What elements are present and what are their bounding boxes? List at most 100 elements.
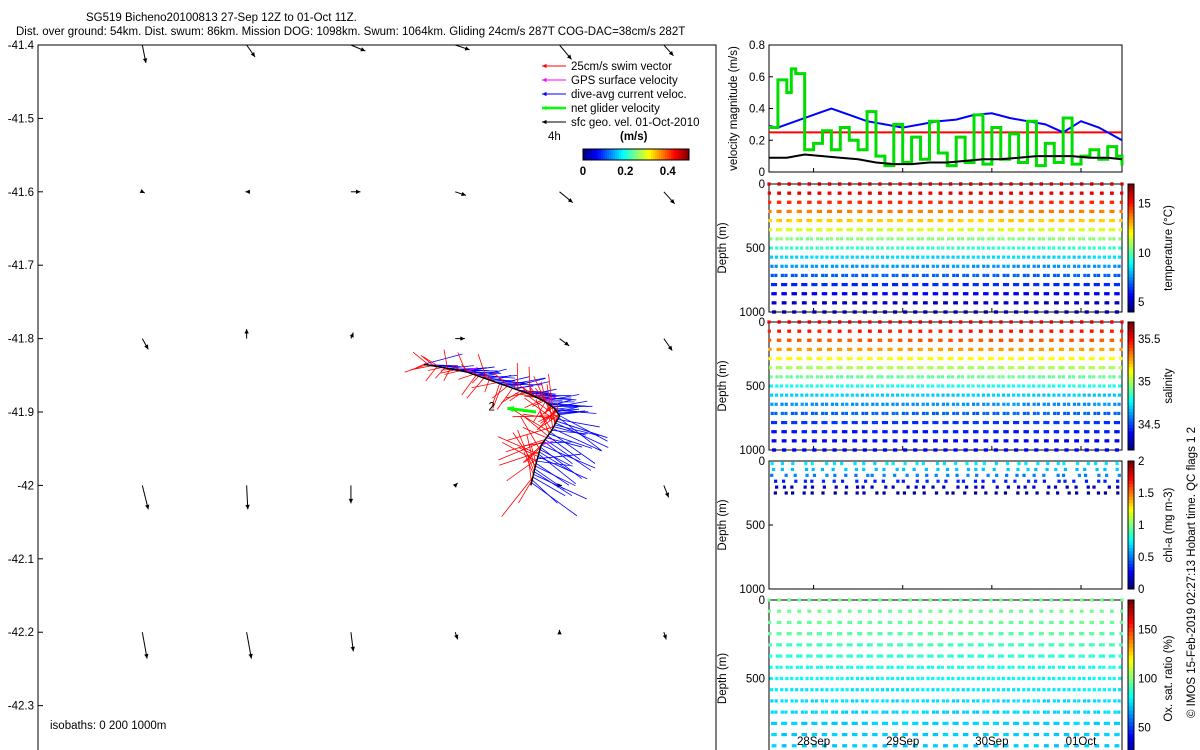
section-point (1082, 665, 1086, 669)
section-point (1004, 448, 1009, 452)
section-point (865, 246, 870, 250)
section-point (845, 246, 850, 250)
section-point (1107, 393, 1111, 397)
section-point (1051, 356, 1055, 361)
colorbar-segment (663, 149, 666, 160)
section-point (769, 665, 773, 669)
section-colorbar-segment (1128, 357, 1134, 361)
section-point (775, 366, 780, 370)
section-point (1111, 356, 1115, 361)
section-point (966, 699, 970, 703)
section-point (1086, 721, 1090, 725)
section-point (1021, 228, 1025, 232)
swim-vector (548, 374, 556, 425)
section-point (1100, 320, 1104, 324)
section-point (1013, 292, 1017, 296)
section-point (909, 200, 913, 204)
section-point (931, 485, 935, 489)
section-point (993, 439, 997, 443)
section-point (972, 420, 976, 425)
section-point (995, 439, 999, 443)
section-point (850, 676, 854, 681)
section-point (905, 264, 909, 268)
section-colorbar-segment (1128, 328, 1134, 333)
section-point (945, 491, 949, 495)
section-point (1116, 721, 1121, 725)
section-colorbar-segment (1128, 502, 1134, 507)
section-point (1052, 393, 1056, 397)
section-point (1018, 218, 1022, 223)
section-point (1048, 654, 1052, 658)
section-point (831, 282, 835, 287)
section-point (1047, 676, 1051, 681)
section-point (890, 654, 894, 658)
section-point (809, 665, 813, 669)
section-point (900, 237, 904, 241)
section-point (1048, 643, 1052, 647)
section-point (972, 282, 976, 287)
section-point (833, 439, 837, 443)
section-y-axis-label: Depth (m) (717, 499, 729, 550)
section-point (1094, 292, 1098, 296)
section-point (806, 228, 810, 232)
dive-avg-current-vector (536, 460, 573, 467)
section-point (965, 273, 970, 278)
section-point (790, 393, 794, 397)
section-point (1075, 301, 1080, 305)
swim-vector (440, 369, 456, 374)
section-point (942, 461, 946, 466)
section-point (904, 301, 908, 305)
section-point (834, 721, 838, 725)
section-point (846, 654, 850, 658)
section-point (846, 228, 850, 232)
section-point (1015, 439, 1019, 443)
section-point (780, 393, 784, 397)
section-point (1022, 402, 1026, 406)
colorbar-unit-label: (m/s) (620, 131, 648, 143)
section-point (924, 301, 928, 305)
section-point (912, 744, 917, 748)
section-point (1072, 676, 1076, 681)
swim-vector (493, 372, 511, 388)
section-point (1062, 688, 1066, 692)
swim-vector (533, 401, 546, 423)
section-point (1103, 699, 1107, 703)
section-point (980, 356, 984, 361)
geo-velocity-arrow-head (566, 54, 572, 60)
section-point (844, 292, 848, 296)
section-point (1088, 228, 1092, 232)
section-point (1092, 393, 1096, 397)
swim-vector (526, 434, 536, 469)
section-point (1020, 632, 1024, 636)
section-point (950, 218, 954, 223)
section-point (779, 246, 783, 250)
section-point (1012, 393, 1016, 397)
section-point (1017, 366, 1022, 370)
section-point (1116, 282, 1121, 287)
section-point (1077, 402, 1081, 406)
section-colorbar-segment (1128, 729, 1134, 734)
section-colorbar-segment (1128, 619, 1134, 625)
section-point (851, 273, 855, 278)
section-point (1076, 420, 1080, 425)
section-point (1096, 282, 1100, 287)
section-point (909, 620, 913, 625)
section-point (1091, 643, 1095, 647)
section-point (860, 375, 864, 379)
section-point (813, 301, 817, 305)
section-point (1021, 237, 1025, 241)
section-point (866, 218, 871, 223)
section-point (844, 282, 848, 287)
section-point (1040, 209, 1044, 214)
colorbar-segment (617, 149, 620, 160)
section-point (1057, 237, 1062, 241)
section-point (832, 461, 837, 466)
section-point (917, 218, 921, 223)
section-point (910, 366, 914, 370)
section-point (875, 393, 879, 397)
section-colorbar-segment (1128, 690, 1134, 695)
section-point (806, 366, 810, 370)
colorbar-segment (685, 149, 688, 160)
section-point (780, 710, 784, 714)
section-point (1030, 338, 1034, 342)
